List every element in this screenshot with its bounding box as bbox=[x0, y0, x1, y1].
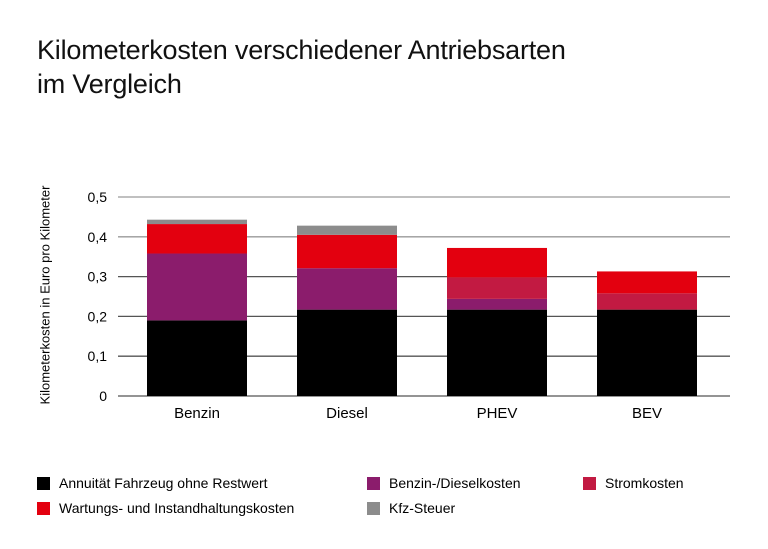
bar-segment-bev-0 bbox=[597, 309, 697, 396]
legend-label: Wartungs- und Instandhaltungskosten bbox=[59, 500, 295, 516]
legend-item: Benzin-/Dieselkosten bbox=[367, 475, 521, 491]
bar-segment-benzin-4 bbox=[147, 219, 247, 225]
bar-segment-benzin-0 bbox=[147, 320, 247, 396]
legend-swatch bbox=[37, 476, 50, 490]
y-tick-label: 0 bbox=[99, 388, 107, 404]
bar-segment-diesel-1 bbox=[297, 268, 397, 310]
legend-item: Annuität Fahrzeug ohne Restwert bbox=[37, 475, 268, 491]
bar-segment-phev-1 bbox=[447, 298, 547, 310]
bar-segment-diesel-0 bbox=[297, 309, 397, 396]
y-tick-label: 0,4 bbox=[88, 229, 108, 245]
legend-swatch bbox=[367, 476, 380, 490]
legend-label: Annuität Fahrzeug ohne Restwert bbox=[59, 475, 268, 491]
x-tick-label: PHEV bbox=[477, 405, 518, 422]
legend-swatch bbox=[583, 476, 596, 490]
y-tick-label: 0,1 bbox=[88, 348, 108, 364]
y-tick-label: 0,5 bbox=[88, 189, 108, 205]
x-tick-label: Benzin bbox=[174, 405, 220, 422]
x-tick-label: Diesel bbox=[326, 405, 368, 422]
bar-segment-bev-3 bbox=[597, 271, 697, 294]
y-tick-label: 0,3 bbox=[88, 269, 108, 285]
bar-segment-phev-0 bbox=[447, 309, 547, 396]
bar-segment-phev-2 bbox=[447, 277, 547, 299]
bar-segment-diesel-3 bbox=[297, 234, 397, 269]
bar-segment-benzin-3 bbox=[147, 224, 247, 254]
x-tick-label: BEV bbox=[632, 405, 662, 422]
legend-label: Kfz-Steuer bbox=[389, 500, 456, 516]
bar-segment-diesel-4 bbox=[297, 225, 397, 235]
chart-title-line-2: im Vergleich bbox=[37, 69, 182, 99]
bar-segment-phev-3 bbox=[447, 247, 547, 278]
legend-swatch bbox=[367, 501, 380, 515]
bar-segment-bev-2 bbox=[597, 293, 697, 310]
legend-label: Benzin-/Dieselkosten bbox=[389, 475, 521, 491]
legend-item: Stromkosten bbox=[583, 475, 684, 491]
legend-item: Kfz-Steuer bbox=[367, 500, 455, 516]
chart-title-line-1: Kilometerkosten verschiedener Antriebsar… bbox=[37, 35, 566, 65]
legend-item: Wartungs- und Instandhaltungskosten bbox=[37, 500, 294, 516]
chart-title: Kilometerkosten verschiedener Antriebsar… bbox=[37, 33, 566, 101]
y-tick-label: 0,2 bbox=[88, 308, 108, 324]
legend-label: Stromkosten bbox=[605, 475, 684, 491]
legend-swatch bbox=[37, 501, 50, 515]
bar-segment-benzin-1 bbox=[147, 253, 247, 321]
